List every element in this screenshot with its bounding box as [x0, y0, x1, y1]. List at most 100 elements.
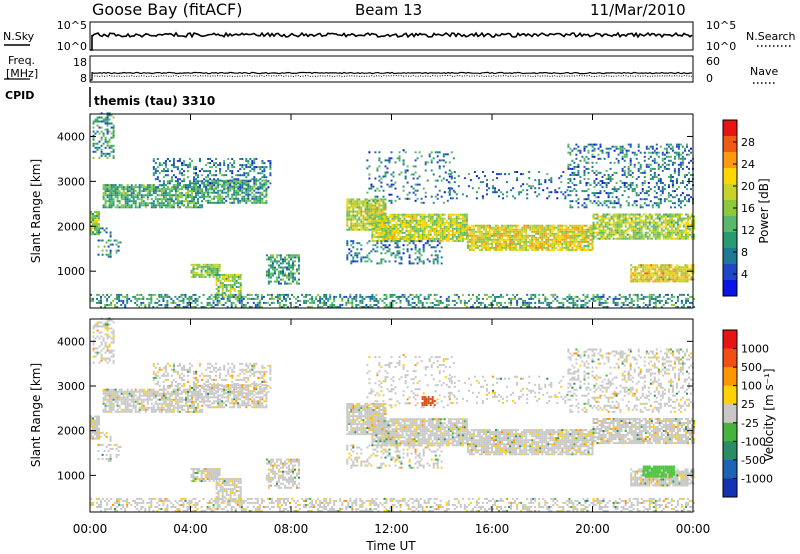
power-cell: [687, 217, 689, 220]
power-cell: [623, 182, 626, 184]
power-cell: [136, 186, 139, 189]
power-cell: [622, 229, 625, 232]
power-cell: [430, 254, 433, 257]
power-cell: [457, 227, 460, 230]
power-cell: [209, 162, 212, 165]
power-cell: [496, 177, 498, 180]
power-cell: [136, 194, 139, 197]
power-cell: [509, 248, 512, 251]
power-cell: [445, 240, 448, 242]
power-cell: [346, 204, 349, 207]
power-cell: [408, 242, 411, 245]
power-cell: [352, 208, 355, 211]
power-cell: [657, 198, 660, 201]
power-cell: [294, 264, 296, 267]
power-cell: [587, 226, 590, 229]
power-cell: [132, 194, 135, 197]
power-cell: [368, 214, 371, 217]
power-cell: [223, 162, 226, 165]
power-cell: [487, 242, 489, 245]
power-cell: [553, 228, 556, 231]
power-cell: [689, 217, 691, 220]
power-cell: [90, 229, 92, 232]
power-cell: [619, 180, 622, 182]
power-cell: [471, 187, 474, 190]
power-cell: [561, 246, 564, 249]
power-cell: [633, 151, 636, 154]
power-cell: [221, 197, 224, 200]
power-cell: [372, 210, 375, 213]
power-cell: [98, 217, 100, 220]
power-cell: [197, 190, 199, 193]
power-cell: [413, 217, 416, 220]
power-cell: [565, 232, 568, 235]
power-cell: [419, 225, 422, 228]
power-cell: [632, 266, 635, 269]
power-cell: [555, 236, 558, 239]
power-cell: [507, 234, 510, 237]
power-cell: [485, 236, 487, 239]
power-cell: [158, 198, 161, 201]
power-cell: [648, 237, 651, 240]
power-cell: [375, 225, 378, 228]
power-cell: [583, 145, 586, 148]
power-cell: [368, 224, 371, 227]
power-cell: [298, 260, 300, 263]
power-cell: [610, 223, 613, 226]
power-cell: [116, 206, 119, 209]
power-cell: [630, 225, 633, 228]
power-cell: [597, 153, 600, 156]
power-cell: [547, 232, 550, 235]
power-cell: [668, 233, 671, 236]
power-cell: [170, 180, 173, 183]
power-cell: [102, 194, 105, 197]
power-cell: [370, 204, 373, 207]
power-cell: [472, 234, 475, 237]
power-cell: [374, 195, 377, 198]
power-cell: [447, 237, 450, 240]
power-cell: [382, 224, 385, 227]
power-cell: [277, 280, 280, 283]
power-cell: [515, 244, 518, 247]
power-cell: [472, 238, 475, 241]
power-cell: [100, 136, 103, 139]
power-cell: [146, 196, 149, 199]
power-cell: [384, 212, 387, 215]
power-cell: [635, 186, 638, 189]
power-cell: [405, 213, 408, 216]
power-cell: [154, 192, 157, 195]
power-cell: [591, 155, 594, 158]
power-cell: [648, 217, 651, 220]
power-cell: [676, 280, 679, 283]
power-cell: [233, 160, 236, 162]
power-cell: [358, 224, 361, 227]
power-cell: [428, 244, 431, 247]
power-cell: [486, 189, 488, 192]
power-cell: [259, 193, 262, 196]
power-cell: [189, 182, 191, 185]
power-cell: [507, 236, 510, 239]
power-cell: [660, 227, 663, 230]
power-cell: [623, 190, 626, 193]
power-cell: [90, 233, 92, 236]
power-cell: [375, 215, 378, 218]
power-cell: [553, 232, 556, 235]
power-cell: [176, 190, 179, 193]
power-cell: [202, 263, 205, 266]
power-cell: [241, 164, 244, 167]
power-cell: [126, 184, 129, 187]
power-cell: [376, 198, 379, 201]
power-cell: [198, 263, 201, 266]
power-cell: [164, 198, 167, 201]
power-cell: [634, 225, 637, 228]
power-cell: [605, 200, 608, 203]
power-cell: [374, 214, 377, 217]
power-cell: [466, 240, 469, 243]
power-cell: [577, 174, 580, 176]
power-cell: [611, 178, 614, 180]
power-cell: [577, 206, 580, 209]
power-cell: [671, 184, 674, 187]
power-cell: [92, 227, 94, 230]
power-cell: [207, 189, 210, 192]
power-cell: [606, 227, 609, 230]
